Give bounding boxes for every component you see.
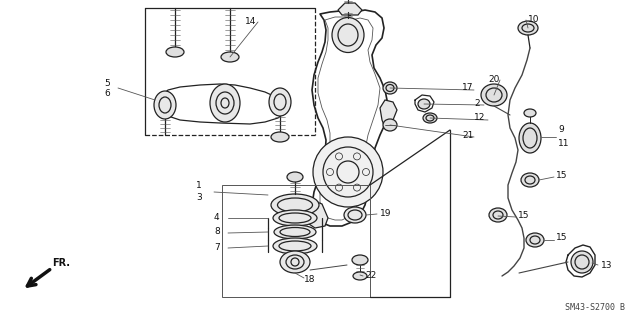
Ellipse shape [154,91,176,119]
Text: 14: 14 [245,18,257,26]
Ellipse shape [287,172,303,182]
Polygon shape [305,200,328,228]
Text: 3: 3 [196,194,202,203]
Ellipse shape [273,238,317,254]
Ellipse shape [524,109,536,117]
Ellipse shape [271,132,289,142]
Ellipse shape [571,251,593,273]
Text: 15: 15 [518,211,529,219]
Ellipse shape [518,21,538,35]
Text: 2: 2 [474,99,479,108]
Ellipse shape [481,84,507,106]
Text: 4: 4 [214,212,220,221]
Bar [222,185,370,297]
Text: 20: 20 [488,76,499,85]
Ellipse shape [383,119,397,131]
Text: 6: 6 [104,88,109,98]
Ellipse shape [423,113,437,123]
Ellipse shape [526,233,544,247]
Text: 8: 8 [214,227,220,236]
Ellipse shape [332,18,364,53]
Text: 18: 18 [304,276,316,285]
Text: 17: 17 [462,84,474,93]
Ellipse shape [519,123,541,153]
Text: 12: 12 [474,114,485,122]
Text: 13: 13 [601,261,612,270]
Ellipse shape [353,272,367,280]
Ellipse shape [489,208,507,222]
Text: FR.: FR. [52,258,70,268]
Text: 21: 21 [462,130,474,139]
Ellipse shape [271,194,319,216]
Ellipse shape [221,52,239,62]
Text: 7: 7 [214,242,220,251]
Text: 15: 15 [556,170,568,180]
Polygon shape [380,100,397,128]
Ellipse shape [166,47,184,57]
Ellipse shape [313,137,383,207]
Ellipse shape [269,88,291,116]
Text: 10: 10 [528,16,540,25]
Text: 19: 19 [380,209,392,218]
Polygon shape [338,3,362,15]
Ellipse shape [418,99,430,109]
Ellipse shape [352,255,368,265]
Text: 5: 5 [104,78,109,87]
Text: 1: 1 [196,181,202,189]
Ellipse shape [274,225,316,239]
Ellipse shape [273,210,317,226]
Text: 22: 22 [365,271,376,279]
Ellipse shape [521,173,539,187]
Text: 15: 15 [556,234,568,242]
Ellipse shape [383,82,397,94]
Text: 11: 11 [558,138,570,147]
Ellipse shape [344,207,366,223]
Text: 9: 9 [558,125,564,135]
Text: SM43-S2700 B: SM43-S2700 B [565,302,625,311]
Ellipse shape [280,251,310,273]
Ellipse shape [210,84,240,122]
